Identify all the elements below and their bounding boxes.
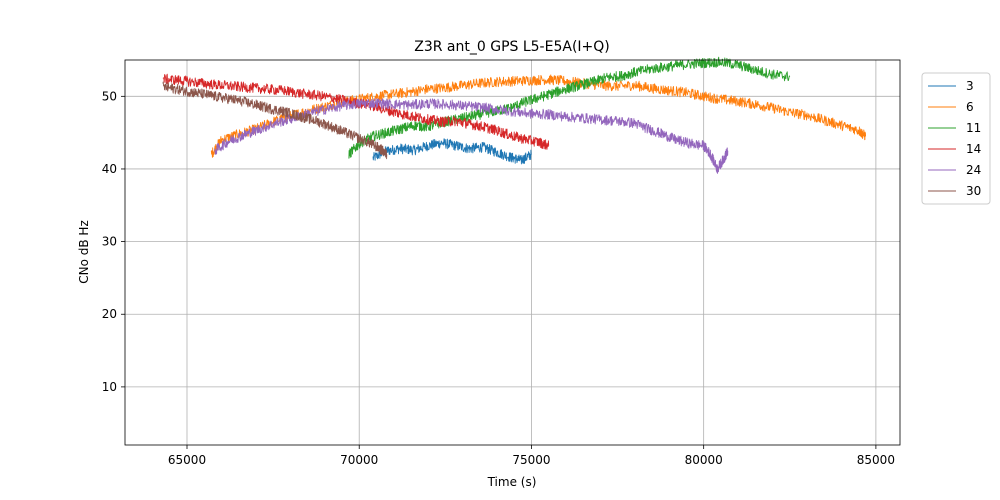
legend: 3 6 11 14 24 30 [921,72,991,205]
series-line-30 [162,81,388,160]
y-tick-label: 40 [102,162,117,176]
legend-label-14: 14 [966,142,981,156]
grid [125,60,900,445]
y-axis-label: CNo dB Hz [77,220,91,284]
x-axis: 65000 70000 75000 80000 85000 [168,445,895,467]
legend-box [921,72,991,205]
series-group [162,56,867,174]
y-tick-label: 20 [102,307,117,321]
y-tick-label: 50 [102,89,117,103]
chart-title: Z3R ant_0 GPS L5-E5A(I+Q) [414,39,610,55]
legend-label-11: 11 [966,121,981,135]
x-tick-label: 75000 [512,453,550,467]
y-tick-label: 10 [102,380,117,394]
legend-label-6: 6 [966,100,974,114]
legend-label-30: 30 [966,184,981,198]
legend-label-24: 24 [966,163,981,177]
x-tick-label: 70000 [340,453,378,467]
y-tick-label: 30 [102,235,117,249]
legend-label-3: 3 [966,79,974,93]
x-tick-label: 65000 [168,453,206,467]
series-line-6 [210,74,867,158]
series-line-11 [348,56,791,159]
y-axis: 10 20 30 40 50 [102,89,125,394]
series-line-3 [372,138,532,165]
plot-frame [124,59,901,446]
x-tick-label: 80000 [685,453,723,467]
x-tick-label: 85000 [857,453,895,467]
x-axis-label: Time (s) [487,475,537,489]
